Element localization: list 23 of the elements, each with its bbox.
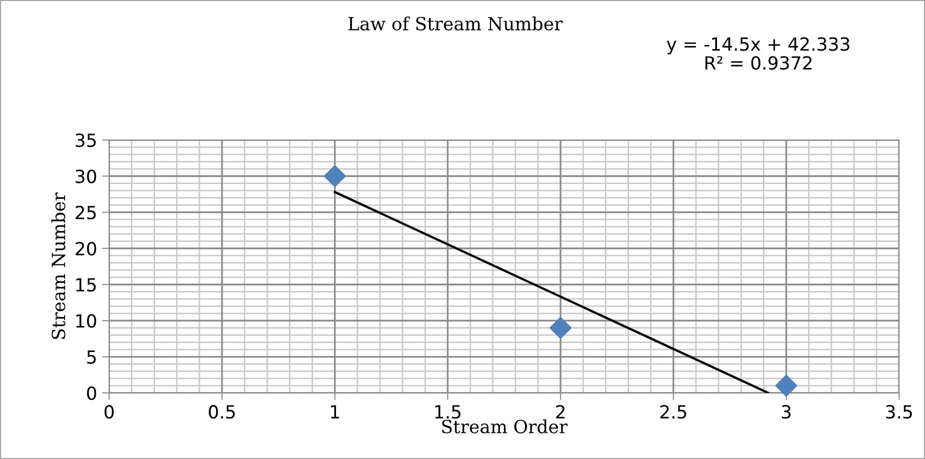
x-tick-label: 2.5 xyxy=(660,405,686,419)
y-tick-label: 15 xyxy=(76,278,96,292)
y-tick-label: 20 xyxy=(76,242,96,256)
chart-title: Law of Stream Number xyxy=(348,16,563,30)
x-tick-label: 0 xyxy=(104,405,114,419)
x-tick-label: 3 xyxy=(782,405,791,419)
y-tick-label: 10 xyxy=(76,314,96,328)
x-axis-title: Stream Order xyxy=(442,419,568,434)
y-tick-label: 30 xyxy=(76,170,96,184)
point xyxy=(775,374,798,397)
x-tick-label: 0.5 xyxy=(208,405,235,419)
y-tick-label: 0 xyxy=(87,386,96,400)
x-tick-label: 1 xyxy=(331,405,339,418)
x-tick-label: 2 xyxy=(556,405,564,418)
point xyxy=(550,316,572,339)
y-tick-label: 35 xyxy=(76,133,96,148)
y-tick-label: 5 xyxy=(87,350,96,364)
point xyxy=(324,165,346,188)
text: y = -14.5x + 42.333 R² = 0.9372 xyxy=(666,37,850,70)
x-tick-label: 1.5 xyxy=(435,405,460,419)
y-axis-title: Stream Number xyxy=(51,192,66,339)
x-tick-label: 3.5 xyxy=(886,405,912,419)
y-tick-label: 25 xyxy=(76,206,96,220)
